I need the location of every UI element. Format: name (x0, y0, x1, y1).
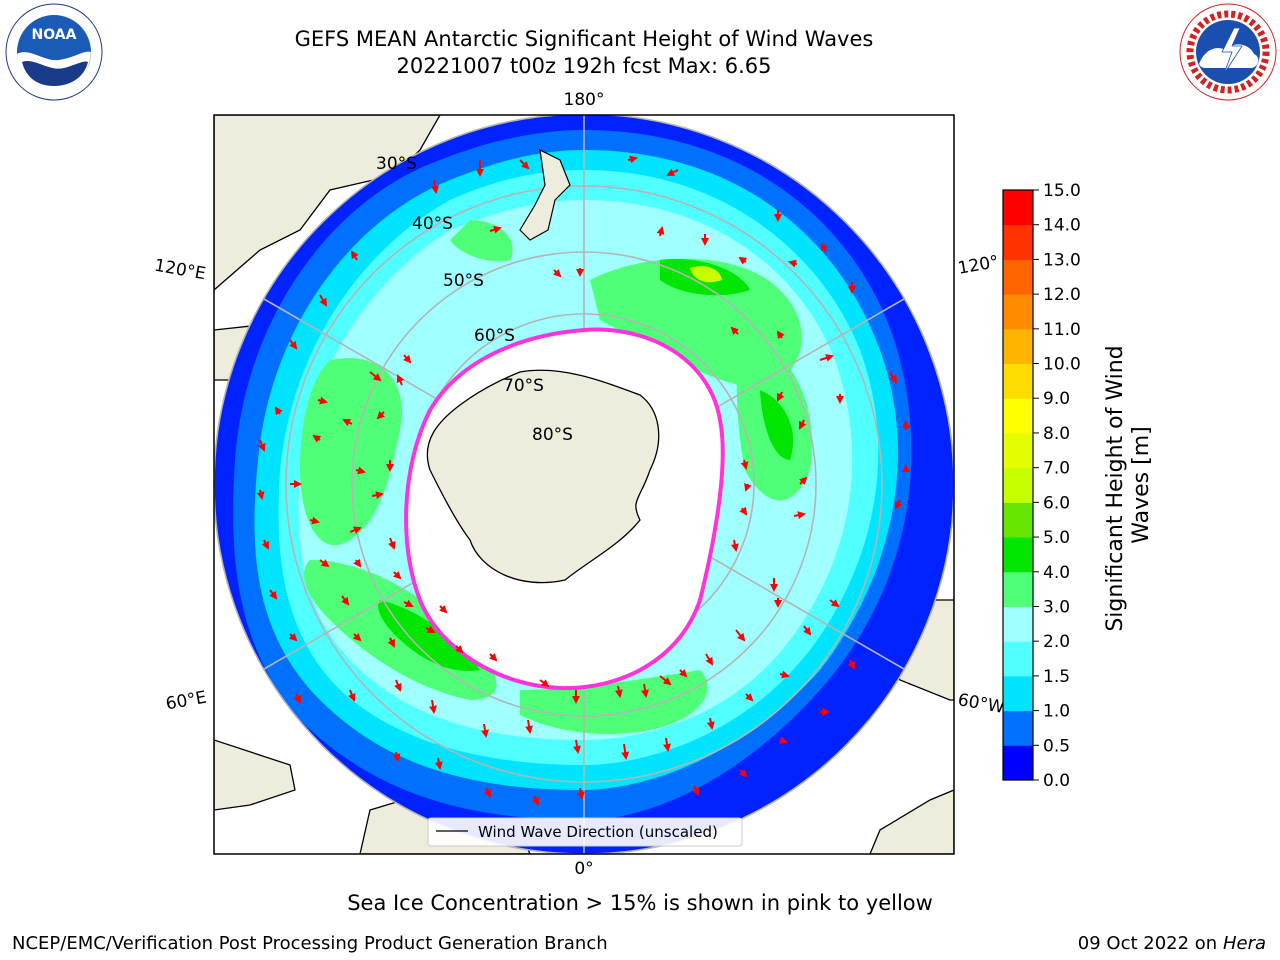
lon-label-top: 180° (564, 90, 605, 110)
colorbar-cell (1003, 328, 1033, 365)
colorbar-tick-label: 15.0 (1043, 181, 1081, 201)
lat-label-30s: 30°S (376, 154, 417, 174)
colorbar-tick-label: 3.0 (1043, 597, 1070, 617)
date-line: 09 Oct 2022 on Hera (1078, 933, 1266, 954)
colorbar-tick-label: 7.0 (1043, 459, 1070, 479)
colorbar-cell (1003, 224, 1033, 260)
noaa-logo-text: NOAA (32, 27, 77, 43)
lat-label-60s: 60°S (474, 326, 515, 346)
colorbar-tick-label: 1.5 (1043, 667, 1070, 687)
credit-line: NCEP/EMC/Verification Post Processing Pr… (12, 933, 608, 954)
colorbar-tick-label: 5.0 (1043, 528, 1070, 548)
colorbar-tick-label: 4.0 (1043, 563, 1070, 583)
colorbar-cell (1003, 467, 1033, 503)
colorbar-tick-label: 10.0 (1043, 355, 1081, 375)
colorbar-cell (1003, 259, 1033, 295)
noaa-logo: NOAA (5, 3, 103, 101)
colorbar-tick-label: 1.0 (1043, 702, 1070, 722)
lon-label-bottom: 0° (574, 859, 593, 879)
colorbar-tick-label: 0.0 (1043, 771, 1070, 791)
colorbar-cell (1003, 675, 1033, 712)
map-frame (213, 114, 955, 855)
lat-label-70s: 70°S (503, 376, 544, 396)
colorbar-cell (1003, 745, 1033, 781)
colorbar-tick-label: 14.0 (1043, 216, 1081, 236)
colorbar-tick-label: 2.0 (1043, 632, 1070, 652)
lat-label-50s: 50°S (443, 271, 484, 291)
lon-label-120e: 120°E (153, 256, 207, 285)
wind-wave-arrows (256, 155, 910, 806)
colorbar-cell (1003, 502, 1033, 538)
high-wave-zones (300, 220, 812, 735)
date-text: 09 Oct 2022 on (1077, 933, 1218, 954)
colorbar-tick-label: 6.0 (1043, 493, 1070, 513)
colorbar-tick-label: 13.0 (1043, 250, 1081, 270)
colorbar-cell (1003, 710, 1033, 746)
colorbar-cell (1003, 398, 1033, 434)
colorbar-cell (1003, 432, 1033, 469)
colorbar-tick-label: 8.0 (1043, 424, 1070, 444)
colorbar-label: Significant Height of Wind Waves [m] (1103, 338, 1154, 631)
colorbar-label-line1: Significant Height of Wind (1103, 345, 1128, 631)
chart-subtitle: 20221007 t00z 192h fcst Max: 6.65 (396, 54, 772, 78)
machine-name: Hera (1222, 933, 1266, 954)
new-zealand (519, 148, 571, 241)
nws-logo (1179, 3, 1277, 101)
colorbar-label-line2: Waves [m] (1129, 426, 1154, 543)
colorbar: 0.0 0.5 1.0 1.5 2.0 3.0 4.0 5.0 6.0 7.0 8.0 9.0 10.0… (1002, 181, 1154, 791)
sea-ice-note: Sea Ice Concentration > 15% is shown in … (347, 891, 933, 915)
colorbar-cell (1003, 537, 1033, 573)
colorbar-tick-label: 0.5 (1043, 736, 1070, 756)
lat-label-40s: 40°S (412, 214, 453, 234)
colorbar-cell (1003, 190, 1033, 226)
lon-label-60w: 60°W (956, 690, 1006, 718)
legend-label: Wind Wave Direction (unscaled) (478, 823, 718, 841)
map-legend: Wind Wave Direction (unscaled) (427, 817, 743, 847)
lon-label-120w: 120° (956, 252, 1000, 279)
colorbar-cell (1003, 571, 1033, 607)
colorbar-tick-label: 11.0 (1043, 320, 1081, 340)
lon-label-60e: 60°E (164, 688, 208, 715)
colorbar-tick-label: 12.0 (1043, 285, 1081, 305)
chart-title: GEFS MEAN Antarctic Significant Height o… (294, 27, 874, 51)
colorbar-cell (1003, 606, 1033, 642)
colorbar-tick-label: 9.0 (1043, 389, 1070, 409)
colorbar-cell (1003, 641, 1033, 677)
colorbar-cell (1003, 294, 1033, 330)
lat-label-80s: 80°S (532, 425, 573, 445)
colorbar-cell (1003, 363, 1033, 399)
antarctica (426, 369, 660, 584)
